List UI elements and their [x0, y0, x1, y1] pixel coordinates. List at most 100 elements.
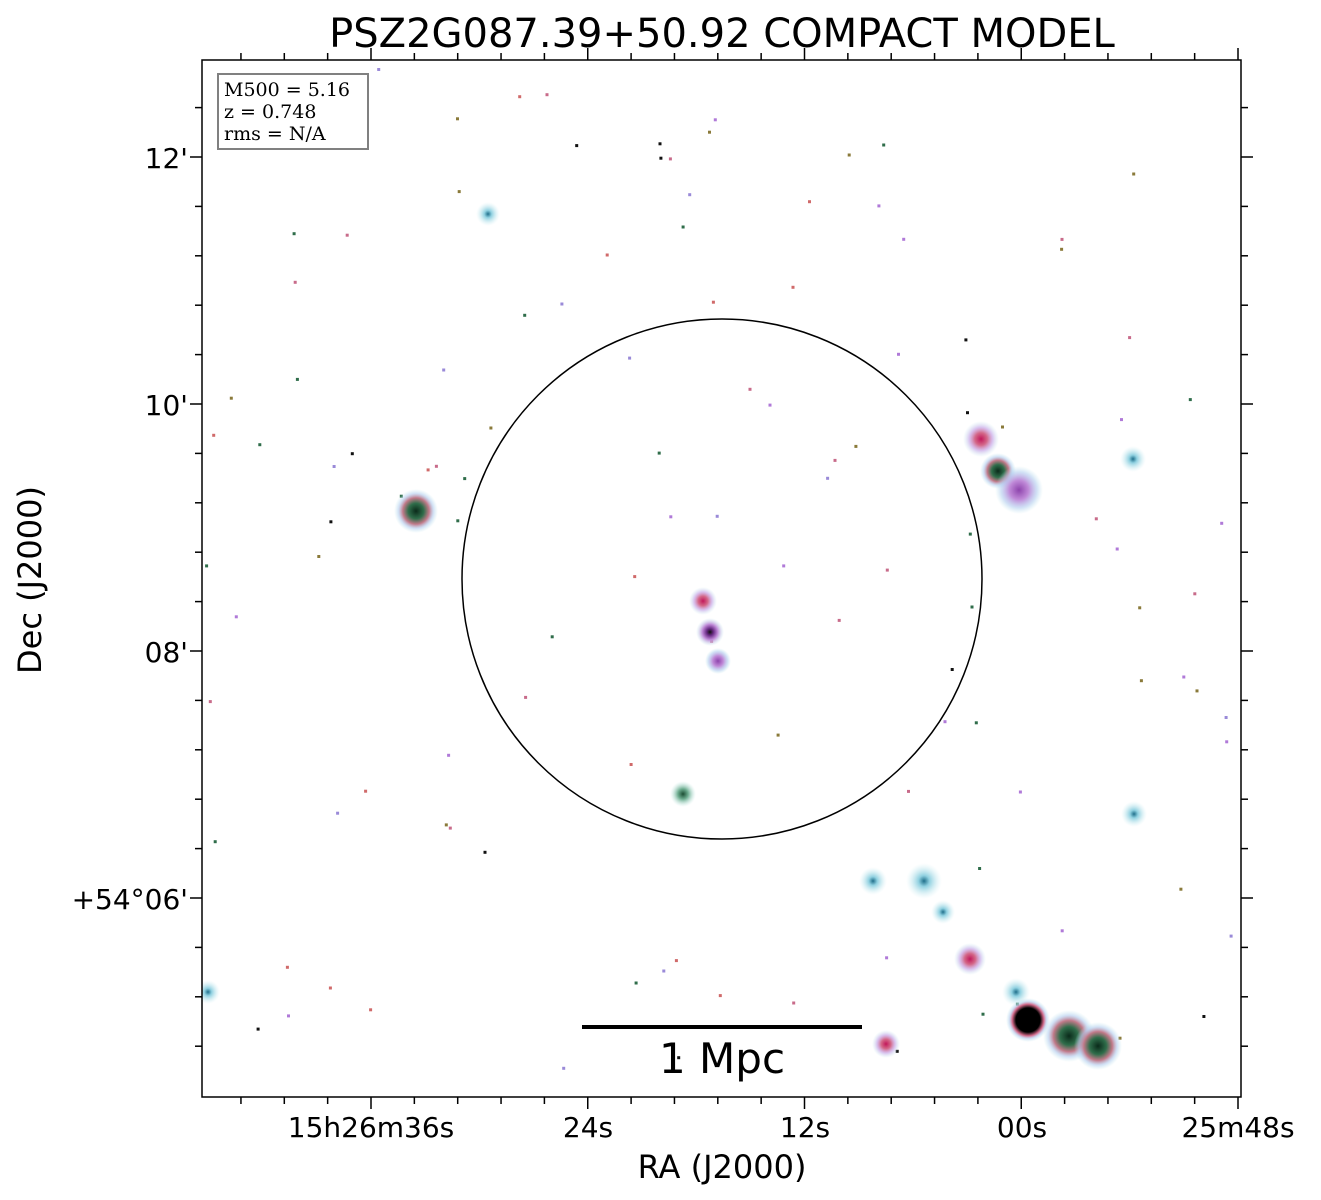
noise-pixel [523, 313, 527, 317]
noise-pixel [212, 433, 216, 437]
noise-pixel [688, 193, 692, 197]
noise-pixel [434, 464, 438, 468]
noise-pixel [711, 300, 715, 304]
noise-pixel [1120, 418, 1123, 422]
noise-pixel [1115, 547, 1119, 551]
x-tick-label: 12s [780, 1111, 830, 1144]
src-10 [1121, 801, 1147, 827]
noise-pixel [657, 451, 661, 455]
noise-pixel [364, 789, 368, 793]
src-20 [476, 202, 500, 226]
noise-pixel [792, 1001, 796, 1005]
noise-pixel [950, 668, 954, 671]
src-17 [1074, 1022, 1122, 1070]
noise-pixel [715, 514, 719, 518]
noise-pixel [634, 981, 638, 985]
x-tick-label: 24s [563, 1111, 613, 1144]
noise-pixel [966, 411, 969, 415]
noise-pixel [837, 618, 841, 622]
r500-circle [461, 318, 983, 840]
src-19 [872, 1030, 900, 1058]
noise-pixel [550, 635, 554, 639]
noise-pixel [768, 403, 772, 407]
sources-layer [202, 110, 1147, 1070]
noise-pixel [442, 368, 446, 372]
noise-pixel [205, 564, 209, 568]
noise-pixel [1060, 247, 1064, 251]
noise-pixel [562, 1066, 566, 1070]
noise-pixel [208, 700, 212, 704]
y-tick-label: 12' [145, 142, 188, 175]
noise-pixel [943, 720, 947, 724]
y-tick-label: 08' [145, 636, 188, 669]
x-axis-label: RA (J2000) [638, 1148, 807, 1186]
info-redshift: z = 0.748 [224, 101, 316, 123]
noise-pixel [287, 1014, 290, 1018]
noise-pixel [907, 789, 910, 793]
noise-pixel [1139, 679, 1143, 683]
noise-pixel [674, 959, 678, 963]
src-18 [1002, 978, 1030, 1006]
src-2 [689, 587, 717, 615]
noise-pixel [628, 356, 632, 360]
noise-pixel [285, 965, 289, 969]
noise-pixel [833, 458, 837, 462]
noise-pixel [808, 200, 811, 204]
noise-pixel [882, 143, 886, 147]
noise-pixel [444, 823, 448, 827]
noise-pixel [1094, 517, 1098, 521]
noise-pixel [234, 615, 238, 619]
src-14 [954, 943, 986, 975]
axis-ticks [190, 48, 1253, 1109]
src-9 [1120, 446, 1146, 472]
noise-pixel [426, 468, 430, 472]
x-tick-label: 25m48s [1181, 1111, 1294, 1144]
info-m500: M500 = 5.16 [224, 79, 350, 101]
noise-pixel [970, 605, 974, 609]
noise-pixel [776, 733, 780, 737]
noise-pixel [629, 763, 633, 766]
noise-pixel [328, 986, 332, 990]
noise-pixel [329, 520, 333, 524]
noise-pixel [447, 753, 451, 757]
noise-pixel [483, 850, 487, 854]
noise-pixel [1225, 740, 1229, 744]
noise-pixel [1179, 887, 1183, 891]
noise-pixel [448, 826, 452, 830]
noise-pixel [1224, 716, 1228, 719]
noise-pixel [575, 144, 579, 148]
noise-pixel [377, 68, 381, 71]
noise-pixel [633, 575, 637, 579]
noise-pixel [524, 695, 528, 699]
noise-pixel [1001, 425, 1004, 429]
x-tick-label: 15h26m36s [288, 1111, 455, 1144]
noise-pixel [1229, 934, 1233, 938]
noise-pixel [456, 519, 460, 523]
noise-pixel [902, 237, 906, 241]
noise-pixel [677, 1056, 681, 1060]
y-axis-label: Dec (J2000) [11, 486, 49, 674]
noise-pixel [981, 1012, 985, 1016]
noise-pixel [1132, 172, 1136, 176]
noise-pixel [456, 117, 459, 121]
noise-pixel [229, 396, 233, 400]
noise-pixel [1060, 929, 1064, 933]
src-1 [394, 489, 438, 533]
info-rms: rms = N/A [224, 123, 326, 145]
noise-pixel [1195, 689, 1199, 693]
src-11 [859, 867, 887, 895]
noise-pixel [713, 118, 717, 122]
src-3 [696, 618, 724, 646]
src-15 [1006, 998, 1050, 1042]
chart-title: PSZ2G087.39+50.92 COMPACT MODEL [329, 11, 1115, 57]
noise-pixels [205, 68, 1233, 1070]
noise-pixel [968, 532, 972, 536]
noise-pixel [681, 225, 685, 229]
noise-pixel [213, 840, 217, 844]
plot-area [202, 60, 1241, 1097]
noise-pixel [1138, 606, 1142, 610]
src-12 [906, 863, 942, 899]
noise-pixel [489, 426, 493, 430]
x-tick-label: 00s [997, 1111, 1047, 1144]
